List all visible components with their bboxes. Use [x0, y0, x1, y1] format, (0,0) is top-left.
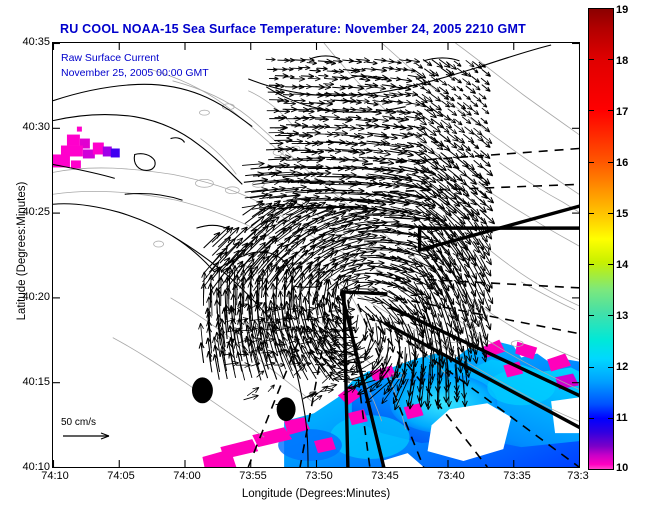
colorbar-tick-mark: [608, 59, 614, 61]
colorbar-tick-mark: [588, 366, 594, 368]
colorbar-tick-mark: [588, 161, 594, 163]
x-tick-label: 73:40: [437, 470, 465, 482]
x-tick-label: 73:35: [503, 470, 531, 482]
colorbar-tick-mark: [588, 315, 594, 317]
colorbar-tick-mark: [608, 417, 614, 419]
colorbar-tick-mark: [608, 366, 614, 368]
velocity-scale-key: 50 cm/s: [61, 417, 115, 445]
y-axis-label: Latitude (Degrees:Minutes): [16, 181, 28, 321]
colorbar-tick-mark: [588, 8, 594, 9]
colorbar-tick-mark: [588, 212, 594, 214]
colorbar-tick: 19: [616, 4, 629, 16]
colorbar-tick-mark: [608, 8, 614, 9]
axis-tick-marks: [53, 43, 579, 467]
colorbar-tick-mark: [588, 59, 594, 61]
y-tick-label: 40:20: [22, 291, 50, 303]
colorbar-tick-mark: [608, 315, 614, 317]
x-tick-label: 74:05: [107, 470, 135, 482]
colorbar-tick: 18: [616, 55, 629, 67]
x-axis-label: Longitude (Degrees:Minutes): [241, 488, 391, 500]
colorbar-tick-mark: [608, 212, 614, 214]
colorbar-tick: 14: [616, 259, 629, 271]
colorbar-tick: 10: [616, 462, 629, 474]
radar-station-markers: [191, 377, 296, 422]
y-tick-label: 40:10: [22, 461, 50, 473]
x-tick-label: 74:00: [173, 470, 201, 482]
y-tick-label: 40:15: [22, 376, 50, 388]
x-tick-label: 73:45: [371, 470, 399, 482]
y-tick-label: 40:35: [22, 36, 50, 48]
colorbar[interactable]: [588, 8, 614, 470]
colorbar-tick: 11: [616, 412, 628, 424]
velocity-scale-arrow-icon: [63, 432, 110, 440]
y-tick-label: 40:30: [22, 121, 50, 133]
x-tick-label: 73:3: [567, 470, 589, 482]
sst-patch-northwest: [53, 126, 120, 169]
x-tick-label: 74:10: [41, 470, 69, 482]
colorbar-tick-mark: [608, 161, 614, 163]
colorbar-tick: 16: [616, 157, 629, 169]
colorbar-tick: 15: [616, 208, 629, 220]
map-canvas: [53, 43, 579, 467]
colorbar-tick-mark: [608, 110, 614, 112]
x-tick-label: 73:50: [305, 470, 333, 482]
colorbar-tick: 13: [616, 310, 629, 322]
page-title: RU COOL NOAA-15 Sea Surface Temperature:…: [60, 22, 526, 36]
colorbar-tick: 17: [616, 106, 629, 118]
colorbar-tick-mark: [588, 110, 594, 112]
surface-current-vector-field: [198, 57, 496, 411]
velocity-scale-label: 50 cm/s: [61, 417, 97, 428]
colorbar-tick-mark: [608, 264, 614, 266]
map-plot-area[interactable]: Raw Surface Current November 25, 2005 00…: [52, 42, 580, 468]
colorbar-tick-mark: [588, 469, 594, 470]
y-tick-label: 40:25: [22, 206, 50, 218]
colorbar-tick-mark: [588, 264, 594, 266]
x-tick-label: 73:55: [239, 470, 267, 482]
colorbar-tick: 12: [616, 361, 629, 373]
colorbar-tick-mark: [588, 417, 594, 419]
sst-field-southeast: [278, 341, 579, 467]
colorbar-tick-mark: [608, 469, 614, 470]
